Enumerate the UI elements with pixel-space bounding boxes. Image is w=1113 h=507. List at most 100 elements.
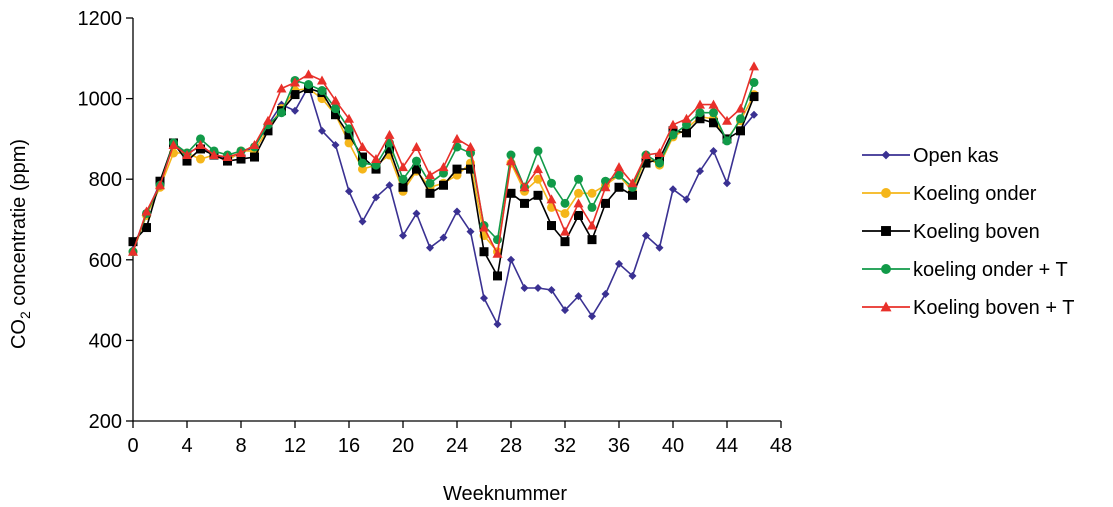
data-point — [560, 237, 570, 247]
data-point — [749, 92, 759, 102]
data-point — [735, 103, 746, 113]
legend-item: koeling onder + T — [862, 259, 1068, 281]
data-point — [168, 139, 179, 149]
data-point — [330, 95, 341, 105]
data-point — [574, 292, 583, 301]
data-point — [250, 152, 259, 162]
data-point — [196, 144, 205, 154]
data-point — [601, 198, 610, 208]
data-point — [425, 178, 435, 188]
data-point — [209, 150, 219, 160]
data-point — [344, 124, 354, 134]
data-point — [546, 194, 557, 204]
data-point — [399, 231, 407, 240]
legend-marker — [880, 301, 892, 312]
data-point — [507, 255, 515, 264]
data-point — [438, 162, 449, 172]
legend-item: Koeling boven + T — [862, 297, 1074, 319]
legend-label: koeling onder + T — [913, 259, 1068, 281]
data-point — [371, 154, 381, 164]
data-point — [358, 152, 367, 162]
data-point — [303, 69, 314, 79]
data-point — [601, 290, 610, 299]
data-point — [439, 180, 448, 190]
data-point — [412, 164, 421, 174]
data-point — [222, 152, 233, 162]
data-point — [384, 129, 395, 139]
data-point — [372, 193, 380, 202]
x-tick-label: 32 — [554, 435, 576, 457]
data-point — [668, 119, 678, 129]
legend-item: Koeling boven — [862, 221, 1040, 243]
data-point — [466, 227, 475, 236]
data-point — [560, 208, 570, 218]
data-point — [398, 162, 408, 172]
data-point — [506, 156, 516, 166]
data-point — [547, 286, 556, 295]
data-point — [398, 182, 408, 192]
legend-marker — [881, 226, 891, 236]
data-point — [479, 247, 489, 257]
data-point — [520, 284, 529, 293]
data-point — [709, 146, 718, 155]
data-point — [574, 188, 583, 198]
data-point — [452, 133, 462, 143]
data-point — [426, 243, 434, 252]
data-point — [141, 206, 152, 216]
x-tick-label: 36 — [608, 435, 630, 457]
data-point — [533, 146, 543, 156]
data-point — [587, 202, 597, 212]
data-point — [681, 113, 692, 123]
data-point — [291, 106, 299, 115]
data-point — [615, 259, 623, 268]
y-axis-title-subscript: 2 — [17, 311, 33, 319]
data-point — [492, 248, 503, 258]
data-point — [345, 187, 353, 196]
data-point — [128, 246, 138, 256]
data-point — [669, 185, 677, 194]
data-point — [318, 126, 326, 135]
legend-item: Koeling onder — [862, 183, 1037, 205]
data-point — [533, 190, 543, 200]
data-point — [722, 136, 732, 146]
data-point — [398, 174, 408, 184]
x-tick-label: 44 — [716, 435, 738, 457]
data-point — [736, 126, 745, 136]
data-point — [655, 243, 664, 252]
data-point — [439, 233, 448, 242]
data-point — [317, 86, 327, 96]
data-point — [344, 138, 354, 148]
data-point — [588, 312, 596, 321]
data-point — [695, 114, 705, 124]
data-point — [358, 158, 367, 168]
x-tick-label: 24 — [446, 435, 468, 457]
data-point — [128, 237, 138, 247]
legend-marker — [881, 150, 891, 160]
data-point — [385, 144, 394, 154]
data-point — [600, 182, 611, 192]
data-point — [709, 108, 718, 118]
data-point — [182, 156, 192, 166]
x-tick-label: 16 — [338, 435, 360, 457]
data-point — [290, 90, 300, 100]
y-tick-label: 800 — [89, 169, 122, 191]
data-point — [573, 198, 584, 208]
x-tick-label: 40 — [662, 435, 684, 457]
y-tick-label: 1000 — [78, 89, 123, 111]
data-point — [493, 271, 502, 281]
data-point — [696, 167, 704, 176]
data-point — [317, 75, 327, 85]
data-point — [614, 182, 624, 192]
data-point — [574, 174, 583, 184]
data-point — [642, 231, 650, 240]
data-point — [533, 174, 543, 184]
y-tick-label: 200 — [89, 411, 122, 433]
data-point — [480, 294, 488, 303]
data-point — [587, 235, 597, 245]
data-point — [587, 188, 597, 198]
y-tick-label: 400 — [89, 330, 122, 352]
y-axis-title: CO2 concentratie (ppm) — [8, 139, 33, 349]
x-tick-label: 20 — [392, 435, 414, 457]
data-point — [547, 178, 556, 188]
